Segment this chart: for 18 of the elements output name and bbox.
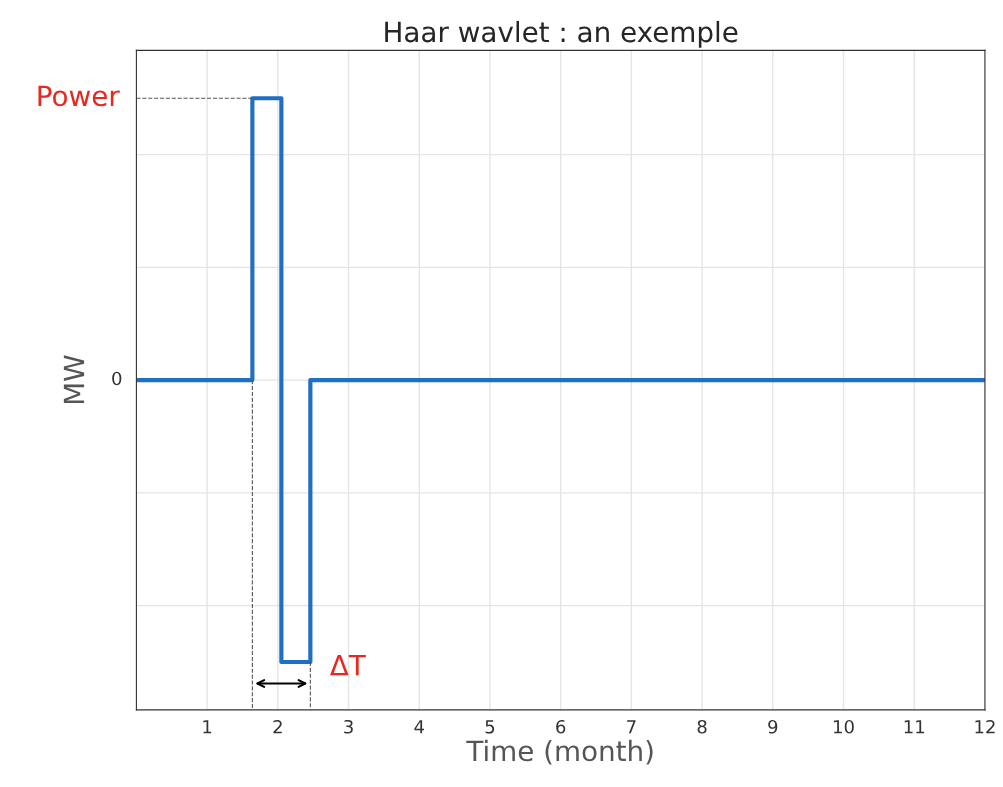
x-tick-label: 2 [273, 719, 282, 734]
x-tick-label: 10 [834, 719, 854, 734]
x-tick-label: 3 [344, 719, 353, 734]
x-tick-label: 9 [768, 719, 778, 734]
x-axis-title: Time (month) [466, 739, 653, 765]
chart-title: Haar wavlet : an exemple [385, 20, 738, 48]
x-tick-label: 8 [697, 719, 707, 734]
x-tick-label: 4 [414, 720, 424, 734]
x-tick-label: 5 [485, 720, 495, 734]
x-tick-label: 6 [556, 719, 566, 734]
annotation: 0 [112, 371, 122, 386]
y-axis-title: MW [63, 355, 85, 404]
x-tick-label: 1 [203, 720, 212, 734]
x-tick-label: 11 [904, 720, 925, 734]
annotation: ΔT [330, 654, 366, 676]
annotation: Power [38, 85, 120, 107]
x-tick-label: 12 [975, 719, 995, 734]
x-tick-label: 7 [627, 720, 636, 734]
